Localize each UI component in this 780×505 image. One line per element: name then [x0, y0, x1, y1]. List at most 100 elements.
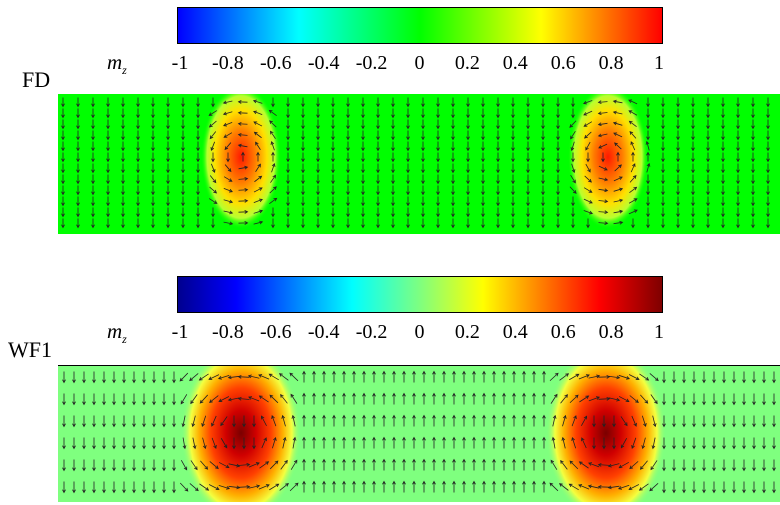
- arrow-glyph: [522, 436, 526, 449]
- arrow-glyph: [209, 461, 219, 470]
- arrow-glyph: [682, 481, 686, 494]
- arrow-glyph: [181, 207, 185, 218]
- arrow-glyph: [61, 185, 65, 196]
- arrow-glyph: [691, 185, 695, 196]
- colorbar-tick-label: 1: [654, 52, 664, 74]
- arrow-glyph: [166, 130, 170, 141]
- arrow-glyph: [511, 207, 515, 218]
- arrow-glyph: [541, 196, 545, 207]
- arrow-glyph: [346, 218, 350, 229]
- arrow-glyph: [512, 480, 516, 493]
- arrow-glyph: [151, 196, 155, 207]
- arrow-glyph: [736, 207, 740, 218]
- arrow-glyph: [286, 185, 290, 196]
- arrow-glyph: [502, 458, 506, 471]
- arrow-glyph: [616, 151, 620, 162]
- arrow-glyph: [376, 196, 380, 207]
- arrow-glyph: [646, 108, 650, 119]
- arrow-glyph: [208, 374, 220, 380]
- arrow-glyph: [142, 371, 146, 384]
- arrow-glyph: [224, 164, 232, 173]
- arrow-glyph: [481, 152, 485, 163]
- arrow-glyph: [762, 393, 766, 406]
- arrow-glyph: [752, 481, 756, 494]
- arrow-glyph: [301, 163, 305, 174]
- arrow-glyph: [692, 459, 696, 472]
- arrow-glyph: [346, 163, 350, 174]
- arrow-glyph: [772, 415, 776, 428]
- arrow-glyph: [322, 436, 326, 449]
- arrow-glyph: [630, 163, 636, 173]
- arrow-glyph: [481, 108, 485, 119]
- arrow-glyph: [522, 414, 526, 427]
- arrow-glyph: [442, 370, 446, 383]
- arrow-glyph: [152, 481, 156, 494]
- arrow-glyph: [592, 415, 596, 428]
- arrow-glyph: [766, 196, 770, 207]
- arrow-glyph: [706, 185, 710, 196]
- arrow-glyph: [662, 437, 666, 450]
- arrow-glyph: [136, 97, 140, 108]
- arrow-glyph: [496, 97, 500, 108]
- arrow-glyph: [72, 393, 76, 406]
- arrow-glyph: [412, 414, 416, 427]
- arrow-glyph: [76, 218, 80, 229]
- arrow-glyph: [82, 393, 86, 406]
- arrow-glyph: [422, 458, 426, 471]
- arrow-glyph: [732, 437, 736, 450]
- arrow-glyph: [541, 130, 545, 141]
- arrow-glyph: [762, 415, 766, 428]
- arrow-glyph: [451, 119, 455, 130]
- arrow-glyph: [166, 218, 170, 229]
- arrow-glyph: [526, 97, 530, 108]
- arrow-glyph: [92, 415, 96, 428]
- arrow-glyph: [451, 207, 455, 218]
- arrow-glyph: [421, 218, 425, 229]
- arrow-glyph: [676, 152, 680, 163]
- red-spot-right-wf1: [546, 365, 666, 502]
- arrow-glyph: [192, 437, 197, 450]
- arrow-glyph: [721, 108, 725, 119]
- arrow-glyph: [312, 414, 316, 427]
- arrow-glyph: [162, 371, 166, 384]
- arrow-glyph: [132, 459, 136, 472]
- arrow-glyph: [661, 130, 665, 141]
- arrow-glyph: [76, 97, 80, 108]
- arrow-glyph: [72, 437, 76, 450]
- arrow-glyph: [672, 393, 676, 406]
- arrow-glyph: [362, 480, 366, 493]
- arrow-glyph: [106, 163, 110, 174]
- arrow-glyph: [211, 152, 215, 163]
- arrow-glyph: [151, 152, 155, 163]
- arrow-glyph: [122, 371, 126, 384]
- arrow-glyph: [312, 370, 316, 383]
- arrow-glyph: [482, 458, 486, 471]
- arrow-glyph: [766, 207, 770, 218]
- field-background-wf1: [58, 365, 780, 502]
- arrow-glyph: [269, 130, 276, 139]
- arrow-glyph: [402, 392, 406, 405]
- arrow-glyph: [253, 209, 264, 214]
- arrow-glyph: [248, 484, 261, 489]
- arrow-glyph: [312, 392, 316, 405]
- arrow-glyph: [289, 482, 299, 492]
- arrow-glyph: [346, 174, 350, 185]
- arrow-glyph: [583, 198, 593, 204]
- arrow-glyph: [361, 97, 365, 108]
- arrow-glyph: [301, 152, 305, 163]
- arrow-glyph: [76, 108, 80, 119]
- field-map-fd: [58, 94, 780, 234]
- arrow-glyph: [586, 218, 590, 229]
- arrow-glyph: [732, 393, 736, 406]
- arrow-glyph: [342, 414, 346, 427]
- arrow-glyph: [721, 196, 725, 207]
- arrow-glyph: [691, 163, 695, 174]
- arrow-glyph: [451, 152, 455, 163]
- arrow-glyph: [451, 141, 455, 152]
- arrow-glyph: [571, 207, 575, 218]
- arrow-glyph: [661, 108, 665, 119]
- arrow-glyph: [136, 108, 140, 119]
- arrow-glyph: [142, 459, 146, 472]
- arrow-glyph: [316, 141, 320, 152]
- arrow-glyph: [512, 458, 516, 471]
